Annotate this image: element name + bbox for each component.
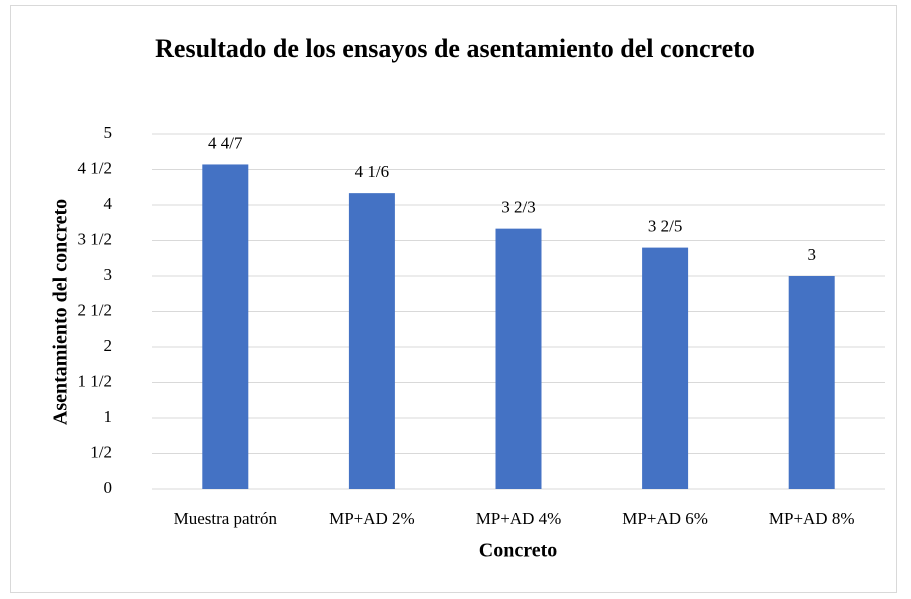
data-label: 3 2/3: [501, 198, 535, 217]
y-tick-label: 0: [104, 478, 113, 497]
y-axis-title: Asentamiento del concreto: [50, 199, 72, 425]
bar: [642, 247, 689, 489]
chart-frame: [10, 5, 897, 593]
y-tick-label: 2 1/2: [78, 300, 112, 319]
bar: [202, 164, 249, 490]
y-tick-label: 4 1/2: [78, 158, 112, 177]
y-tick-label: 1 1/2: [78, 371, 112, 390]
bar: [788, 276, 835, 489]
x-tick-label: MP+AD 4%: [476, 509, 562, 528]
data-label: 3: [807, 245, 816, 264]
y-tick-label: 3 1/2: [78, 229, 112, 248]
x-axis-title: Concreto: [479, 540, 558, 562]
y-tick-label: 4: [104, 194, 113, 213]
y-tick-label: 1: [104, 407, 113, 426]
x-tick-label: Muestra patrón: [174, 509, 278, 528]
x-tick-label: MP+AD 2%: [329, 509, 415, 528]
y-tick-label: 1/2: [90, 442, 112, 461]
data-label: 3 2/5: [648, 217, 682, 236]
y-tick-label: 2: [104, 336, 113, 355]
bar: [348, 193, 395, 489]
x-tick-label: MP+AD 8%: [769, 509, 855, 528]
chart-title: Resultado de los ensayos de asentamiento…: [155, 34, 755, 63]
y-tick-label: 3: [104, 265, 113, 284]
data-label: 4 4/7: [208, 133, 243, 152]
y-tick-label: 5: [104, 123, 113, 142]
data-label: 4 1/6: [355, 162, 389, 181]
x-tick-label: MP+AD 6%: [622, 509, 708, 528]
bar: [495, 228, 542, 489]
